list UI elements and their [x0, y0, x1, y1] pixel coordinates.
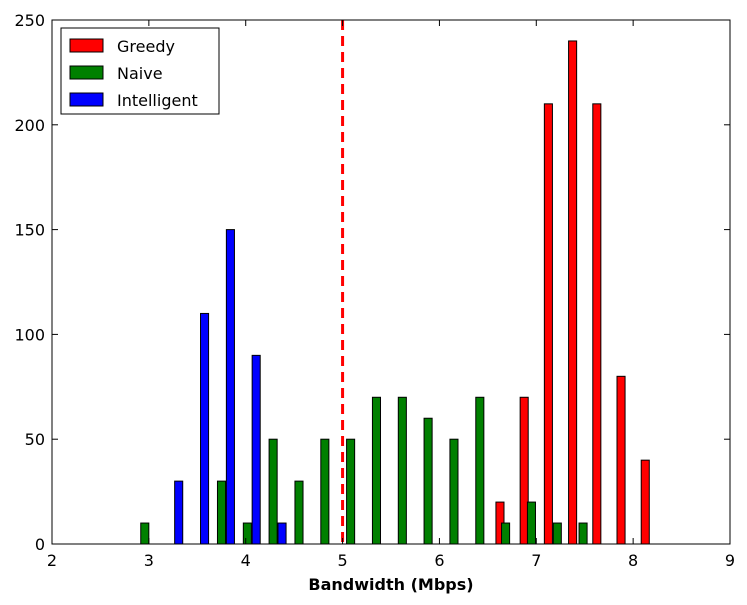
x-tick-label: 3 [144, 551, 154, 570]
bar-naive-14 [552, 522, 562, 545]
bar-naive-15 [578, 522, 588, 545]
y-tick-label: 200 [14, 116, 45, 135]
x-tick-label: 6 [434, 551, 444, 570]
x-tick-label: 8 [628, 551, 638, 570]
plot-frame [51, 19, 731, 545]
x-tick-label: 2 [47, 551, 57, 570]
bar-intelligent-1 [200, 312, 210, 545]
x-tick-label: 9 [725, 551, 735, 570]
bar-intelligent-3 [251, 354, 261, 545]
x-tick-label: 5 [337, 551, 347, 570]
bar-naive-10 [449, 438, 459, 545]
bar-intelligent-2 [225, 229, 235, 545]
y-tick-label: 100 [14, 325, 45, 344]
y-tick-label: 0 [35, 535, 45, 554]
x-tick-label: 4 [241, 551, 251, 570]
bar-naive-2 [242, 522, 252, 545]
legend: Greedy Naive Intelligent [60, 27, 220, 115]
bar-greedy-2 [543, 103, 553, 545]
legend-label-naive: Naive [117, 64, 163, 83]
y-tick-label: 250 [14, 11, 45, 30]
bar-naive-5 [320, 438, 330, 545]
bar-naive-0 [140, 522, 150, 545]
bar-naive-13 [526, 501, 536, 545]
legend-label-greedy: Greedy [117, 37, 175, 56]
bar-greedy-5 [616, 375, 626, 545]
legend-label-intelligent: Intelligent [117, 91, 198, 110]
bar-intelligent-4 [277, 522, 287, 545]
bar-naive-3 [268, 438, 278, 545]
legend-swatch-greedy [69, 38, 104, 53]
bar-naive-4 [294, 480, 304, 545]
y-tick-label: 150 [14, 221, 45, 240]
bar-naive-8 [397, 396, 407, 545]
legend-swatch-intelligent [69, 92, 104, 107]
legend-swatch-naive [69, 65, 104, 80]
bar-greedy-6 [640, 459, 650, 545]
bar-greedy-3 [568, 40, 578, 545]
bar-naive-12 [501, 522, 511, 545]
bar-naive-11 [475, 396, 485, 545]
x-tick-label: 7 [531, 551, 541, 570]
axis-ticks: 2 3 4 5 6 7 8 9 0 50 100 150 200 250 [14, 11, 735, 570]
bar-greedy-4 [592, 103, 602, 545]
bar-naive-1 [216, 480, 227, 545]
y-tick-label: 50 [25, 430, 45, 449]
x-axis-title: Bandwidth (Mbps) [308, 575, 473, 594]
bar-intelligent-0 [174, 480, 184, 545]
bar-naive-7 [371, 396, 382, 545]
bars-layer [140, 40, 650, 545]
bar-naive-6 [346, 438, 356, 545]
bar-naive-9 [423, 417, 433, 545]
